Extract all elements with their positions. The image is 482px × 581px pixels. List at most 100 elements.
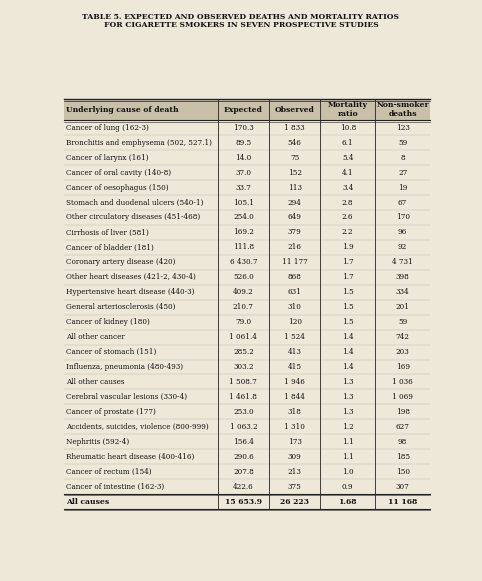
- Text: 1.3: 1.3: [342, 408, 353, 416]
- Text: 627: 627: [396, 423, 410, 431]
- Text: Bronchitis and emphysema (502, 527.1): Bronchitis and emphysema (502, 527.1): [66, 139, 212, 146]
- Text: 89.5: 89.5: [235, 139, 252, 146]
- Text: 1.0: 1.0: [342, 468, 353, 476]
- Text: 546: 546: [288, 139, 302, 146]
- Text: 2.2: 2.2: [342, 228, 353, 236]
- Text: 92: 92: [398, 243, 407, 252]
- Text: All causes: All causes: [66, 497, 109, 505]
- Text: 14.0: 14.0: [235, 153, 252, 162]
- Text: Expected: Expected: [224, 106, 263, 113]
- Text: 156.4: 156.4: [233, 437, 254, 446]
- Text: 1 063.2: 1 063.2: [229, 423, 257, 431]
- Text: 742: 742: [396, 333, 410, 341]
- Text: 105.1: 105.1: [233, 199, 254, 206]
- Text: 1 946: 1 946: [284, 378, 305, 386]
- Text: Cerebral vascular lesions (330-4): Cerebral vascular lesions (330-4): [66, 393, 187, 401]
- Text: 59: 59: [398, 139, 407, 146]
- Text: 98: 98: [398, 437, 407, 446]
- Text: 1 036: 1 036: [392, 378, 413, 386]
- Text: 334: 334: [396, 288, 409, 296]
- Text: 170: 170: [396, 213, 410, 221]
- Text: Rheumatic heart disease (400-416): Rheumatic heart disease (400-416): [66, 453, 195, 461]
- Text: 1 833: 1 833: [284, 124, 305, 132]
- Text: 285.2: 285.2: [233, 348, 254, 356]
- Text: 150: 150: [396, 468, 410, 476]
- Text: Cancer of oral cavity (140-8): Cancer of oral cavity (140-8): [66, 168, 172, 177]
- Text: 253.0: 253.0: [233, 408, 254, 416]
- Text: 37.0: 37.0: [235, 168, 252, 177]
- Text: 169.2: 169.2: [233, 228, 254, 236]
- Text: 649: 649: [288, 213, 302, 221]
- Text: Stomach and duodenal ulcers (540-1): Stomach and duodenal ulcers (540-1): [66, 199, 204, 206]
- Text: Accidents, suicides, violence (800-999): Accidents, suicides, violence (800-999): [66, 423, 209, 431]
- Text: 59: 59: [398, 318, 407, 326]
- Text: 1.5: 1.5: [342, 318, 353, 326]
- Text: Cancer of intestine (162-3): Cancer of intestine (162-3): [66, 483, 164, 490]
- Text: 1.9: 1.9: [342, 243, 353, 252]
- Text: 169: 169: [396, 363, 410, 371]
- Text: 185: 185: [396, 453, 410, 461]
- Text: 1.7: 1.7: [342, 273, 353, 281]
- Text: 307: 307: [396, 483, 410, 490]
- Text: 379: 379: [288, 228, 301, 236]
- Bar: [64, 99, 430, 120]
- Text: 1.3: 1.3: [342, 378, 353, 386]
- Text: 111.8: 111.8: [233, 243, 254, 252]
- Text: 173: 173: [288, 437, 302, 446]
- Text: 6 430.7: 6 430.7: [229, 259, 257, 266]
- Text: 409.2: 409.2: [233, 288, 254, 296]
- Text: 4 731: 4 731: [392, 259, 413, 266]
- Text: 1 061.4: 1 061.4: [229, 333, 257, 341]
- Text: 3.4: 3.4: [342, 184, 353, 192]
- Text: 1 508.7: 1 508.7: [229, 378, 257, 386]
- Text: Other heart diseases (421-2, 430-4): Other heart diseases (421-2, 430-4): [66, 273, 196, 281]
- Text: 15 653.9: 15 653.9: [225, 497, 262, 505]
- Text: Cancer of bladder (181): Cancer of bladder (181): [66, 243, 154, 252]
- Text: Cancer of prostate (177): Cancer of prostate (177): [66, 408, 156, 416]
- Text: 422.6: 422.6: [233, 483, 254, 490]
- Text: 210.7: 210.7: [233, 303, 254, 311]
- Text: 318: 318: [288, 408, 302, 416]
- Text: 0.9: 0.9: [342, 483, 353, 490]
- Text: Influenza, pneumonia (480-493): Influenza, pneumonia (480-493): [66, 363, 183, 371]
- Text: 10.8: 10.8: [340, 124, 356, 132]
- Text: Cancer of lung (162-3): Cancer of lung (162-3): [66, 124, 149, 132]
- Text: 123: 123: [396, 124, 410, 132]
- Text: 213: 213: [288, 468, 302, 476]
- Text: 207.8: 207.8: [233, 468, 254, 476]
- Text: 303.2: 303.2: [233, 363, 254, 371]
- Text: 203: 203: [396, 348, 410, 356]
- Text: 868: 868: [288, 273, 302, 281]
- Text: 6.1: 6.1: [342, 139, 353, 146]
- Text: 170.3: 170.3: [233, 124, 254, 132]
- Text: 1 461.8: 1 461.8: [229, 393, 257, 401]
- Text: 19: 19: [398, 184, 407, 192]
- Text: Non-smoker
deaths: Non-smoker deaths: [376, 101, 429, 118]
- Text: 1 310: 1 310: [284, 423, 305, 431]
- Text: 1.4: 1.4: [342, 333, 353, 341]
- Text: 309: 309: [288, 453, 301, 461]
- Text: 2.8: 2.8: [342, 199, 353, 206]
- Text: 113: 113: [288, 184, 302, 192]
- Text: 1 844: 1 844: [284, 393, 305, 401]
- Text: TABLE 5. EXPECTED AND OBSERVED DEATHS AND MORTALITY RATIOS: TABLE 5. EXPECTED AND OBSERVED DEATHS AN…: [82, 13, 400, 21]
- Text: 26 223: 26 223: [280, 497, 309, 505]
- Text: 33.7: 33.7: [235, 184, 251, 192]
- Text: 1 524: 1 524: [284, 333, 305, 341]
- Text: 294: 294: [288, 199, 302, 206]
- Text: Cancer of stomach (151): Cancer of stomach (151): [66, 348, 157, 356]
- Text: 1.3: 1.3: [342, 393, 353, 401]
- Text: 1.1: 1.1: [342, 437, 354, 446]
- Text: 631: 631: [288, 288, 302, 296]
- Text: Cirrhosis of liver (581): Cirrhosis of liver (581): [66, 228, 149, 236]
- Text: Hypertensive heart disease (440-3): Hypertensive heart disease (440-3): [66, 288, 195, 296]
- Text: 1.1: 1.1: [342, 453, 354, 461]
- Text: 216: 216: [288, 243, 302, 252]
- Text: 290.6: 290.6: [233, 453, 254, 461]
- Text: 67: 67: [398, 199, 407, 206]
- Text: 413: 413: [288, 348, 302, 356]
- Text: Cancer of rectum (154): Cancer of rectum (154): [66, 468, 152, 476]
- Text: 198: 198: [396, 408, 410, 416]
- Text: 1.4: 1.4: [342, 363, 353, 371]
- Text: Other circulatory diseases (451-468): Other circulatory diseases (451-468): [66, 213, 201, 221]
